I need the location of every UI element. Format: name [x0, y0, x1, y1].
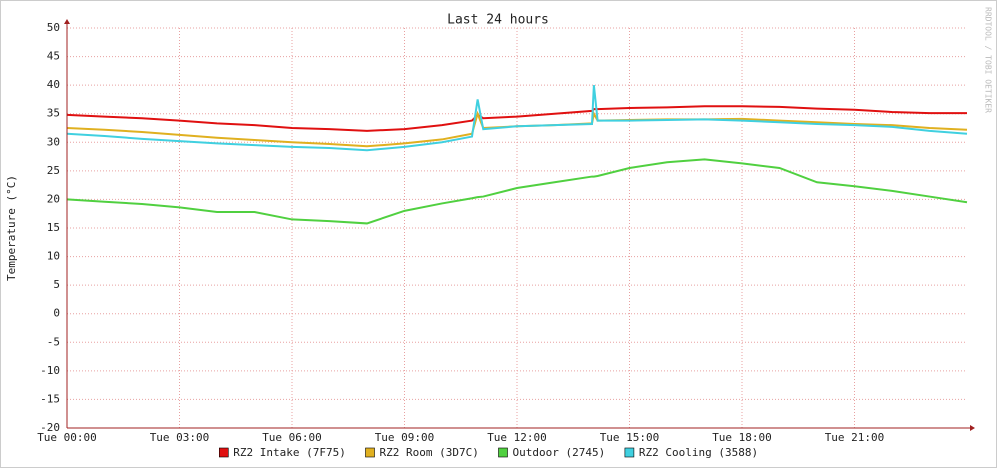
- y-tick-label: 50: [47, 21, 60, 34]
- legend-swatch: [219, 447, 229, 458]
- x-tick-label: Tue 12:00: [487, 431, 547, 444]
- x-tick-label: Tue 21:00: [825, 431, 885, 444]
- y-tick-label: -10: [40, 364, 60, 377]
- y-tick-label: 5: [53, 278, 60, 291]
- y-tick-label: 25: [47, 164, 60, 177]
- y-tick-label: 40: [47, 78, 60, 91]
- y-tick-label: 10: [47, 250, 60, 263]
- legend-swatch: [365, 447, 375, 458]
- side-note: RRDTOOL / TOBI OETIKER: [984, 7, 993, 113]
- legend: RZ2 Intake (7F75) RZ2 Room (3D7C) Outdoor …: [219, 446, 758, 459]
- y-tick-label: -15: [40, 392, 60, 405]
- y-tick-label: 45: [47, 50, 60, 63]
- y-tick-label: 35: [47, 107, 60, 120]
- legend-swatch: [624, 447, 635, 458]
- y-tick-label: -20: [40, 421, 60, 434]
- legend-swatch: [498, 447, 508, 458]
- legend-label: Outdoor (2745): [513, 446, 606, 459]
- series-line: [66, 85, 968, 152]
- y-tick-label: 20: [47, 192, 60, 205]
- x-arrow: [970, 425, 975, 431]
- legend-label: RZ2 Room (3D7C): [380, 446, 479, 459]
- x-tick-label: Tue 03:00: [150, 431, 210, 444]
- y-arrow: [64, 19, 70, 24]
- series-lines: [66, 85, 968, 225]
- y-tick-label: -5: [47, 335, 60, 348]
- x-tick-label: Tue 00:00: [37, 431, 97, 444]
- x-tick-label: Tue 06:00: [262, 431, 322, 444]
- x-tick-label: Tue 18:00: [712, 431, 772, 444]
- y-tick-label: 15: [47, 221, 60, 234]
- y-axis-label: Temperature (°C): [5, 175, 18, 281]
- x-tick-label: Tue 09:00: [375, 431, 435, 444]
- y-tick-label: 30: [47, 135, 60, 148]
- legend-label: RZ2 Intake (7F75): [233, 446, 346, 459]
- y-tick-label: 0: [53, 307, 60, 320]
- chart-title: Last 24 hours: [447, 13, 549, 28]
- x-tick-label: Tue 15:00: [600, 431, 660, 444]
- series-line: [66, 158, 968, 225]
- legend-label: RZ2 Cooling (3588): [639, 446, 758, 459]
- series-line: [66, 105, 967, 132]
